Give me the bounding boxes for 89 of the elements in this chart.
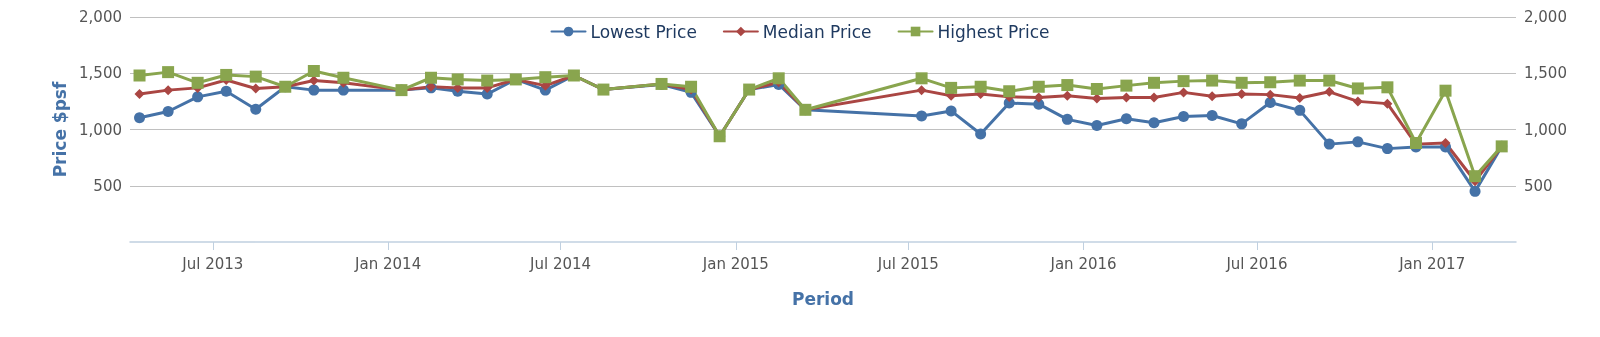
point bbox=[192, 91, 204, 103]
y-tick-label: 500 bbox=[93, 176, 122, 195]
point bbox=[249, 70, 262, 83]
x-tick-label: Jan 2014 bbox=[354, 254, 422, 273]
y-tick-label: 2,000 bbox=[79, 8, 122, 26]
point bbox=[134, 89, 145, 100]
y2-tick-label: 500 bbox=[1524, 176, 1553, 195]
point bbox=[945, 81, 958, 94]
point bbox=[915, 72, 928, 85]
point bbox=[1439, 84, 1452, 97]
point bbox=[974, 80, 987, 93]
point bbox=[1120, 113, 1132, 125]
point bbox=[685, 80, 698, 93]
legend-label: Lowest Price bbox=[590, 21, 697, 42]
point bbox=[1120, 79, 1133, 92]
x-axis-title: Period bbox=[791, 288, 855, 309]
x-tick-label: Jul 2015 bbox=[876, 254, 939, 273]
point bbox=[539, 71, 552, 84]
point bbox=[337, 71, 350, 84]
point bbox=[1148, 76, 1161, 89]
point bbox=[250, 83, 261, 94]
point bbox=[1294, 104, 1306, 116]
point bbox=[1090, 83, 1103, 95]
point bbox=[1352, 96, 1363, 107]
point bbox=[945, 105, 957, 117]
point bbox=[1148, 117, 1160, 129]
y2-tick-label: 2,000 bbox=[1524, 8, 1567, 26]
point bbox=[1177, 75, 1190, 88]
point bbox=[451, 73, 464, 86]
point bbox=[163, 85, 174, 96]
point bbox=[220, 85, 232, 97]
point bbox=[1236, 89, 1247, 100]
point bbox=[1323, 138, 1335, 150]
point bbox=[916, 85, 927, 96]
point bbox=[191, 76, 204, 89]
point bbox=[162, 66, 175, 79]
point bbox=[1351, 82, 1364, 95]
y2-tick-label: 1,500 bbox=[1524, 64, 1567, 83]
point bbox=[916, 110, 928, 122]
point bbox=[1032, 80, 1045, 93]
legend-label: Highest Price bbox=[937, 21, 1050, 42]
point bbox=[133, 69, 146, 82]
point bbox=[1061, 79, 1074, 92]
point bbox=[220, 68, 233, 81]
point bbox=[1236, 118, 1248, 130]
point bbox=[1440, 138, 1451, 148]
point bbox=[1381, 143, 1393, 155]
x-tick-label: Jan 2015 bbox=[701, 254, 769, 273]
point bbox=[307, 65, 320, 77]
point bbox=[1323, 74, 1336, 87]
point bbox=[772, 72, 785, 85]
point bbox=[1206, 74, 1219, 87]
point bbox=[134, 112, 146, 124]
point bbox=[1003, 85, 1016, 98]
point bbox=[1265, 89, 1276, 100]
point bbox=[1206, 109, 1218, 121]
point bbox=[1324, 86, 1335, 97]
x-tick-label: Jul 2016 bbox=[1225, 254, 1288, 273]
y-tick-label: 1,500 bbox=[79, 64, 122, 83]
point bbox=[1091, 120, 1103, 132]
point bbox=[162, 106, 174, 117]
point bbox=[1469, 170, 1482, 183]
point bbox=[1264, 97, 1276, 108]
point bbox=[1062, 90, 1073, 101]
point bbox=[1149, 92, 1160, 103]
point bbox=[975, 128, 987, 140]
point bbox=[1469, 185, 1481, 197]
y-axis-title: Price $psf bbox=[49, 81, 70, 178]
point bbox=[1235, 76, 1248, 89]
x-tick-label: Jan 2017 bbox=[1398, 254, 1466, 273]
point bbox=[1178, 111, 1190, 123]
point bbox=[481, 74, 494, 87]
y-tick-label: 1,000 bbox=[79, 120, 122, 139]
x-tick-label: Jul 2013 bbox=[181, 254, 244, 273]
point bbox=[1264, 76, 1277, 89]
x-tick-label: Jan 2016 bbox=[1049, 254, 1117, 273]
point bbox=[1381, 81, 1394, 94]
point bbox=[1352, 136, 1364, 148]
x-tick-label: Jul 2014 bbox=[529, 254, 592, 273]
point bbox=[308, 84, 320, 96]
point bbox=[1061, 113, 1073, 125]
point bbox=[1293, 74, 1306, 87]
point bbox=[1207, 91, 1218, 102]
point bbox=[250, 103, 262, 115]
point bbox=[1382, 98, 1393, 109]
point bbox=[425, 71, 438, 84]
point bbox=[1178, 87, 1189, 98]
legend-label: Median Price bbox=[762, 21, 872, 42]
y2-tick-label: 1,000 bbox=[1524, 120, 1567, 139]
